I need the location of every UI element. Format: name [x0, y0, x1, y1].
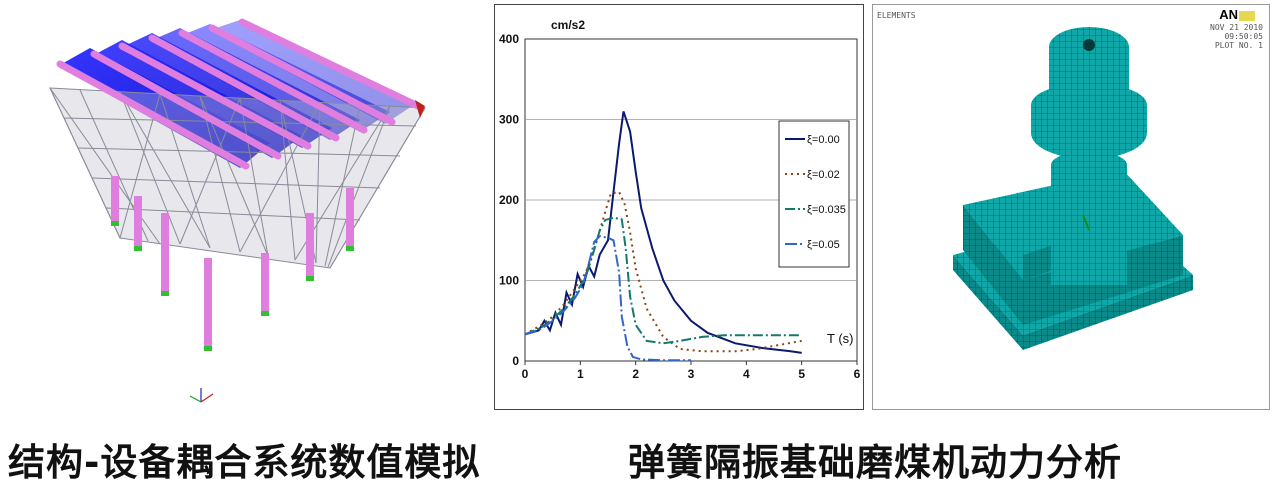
y-tick-label: 300 [499, 113, 519, 127]
red-accent [415, 100, 425, 118]
caption-spring-isolation-analysis: 弹簧隔振基础磨煤机动力分析 [628, 441, 1122, 484]
series-line-0 [524, 111, 802, 354]
y-axis-label: cm/s2 [551, 18, 585, 32]
legend-label-1: ξ=0.02 [807, 169, 840, 181]
series-line-2 [524, 216, 802, 345]
ansys-logo: AN [1219, 7, 1255, 22]
legend-label-3: ξ=0.05 [807, 239, 840, 251]
y-tick-label: 0 [512, 354, 519, 368]
y-tick-label: 400 [499, 32, 519, 46]
legend-label-0: ξ=0.00 [807, 134, 840, 146]
response-spectrum-panel: 0 100 200 300 400 0 1 2 3 4 5 6 cm/s2 T (s) ξ=0.00 ξ… [494, 4, 864, 410]
legend-box [778, 120, 850, 268]
mesh-body [953, 27, 1193, 350]
x-tick-label: 2 [632, 367, 639, 381]
spring-element [1082, 214, 1090, 231]
ansys-mesh-render: ELEMENTS NOV 21 2010 09:50:05 PLOT NO. 1… [872, 4, 1270, 410]
truss-grid [49, 87, 426, 269]
y-tick-label: 100 [499, 274, 519, 288]
x-axis-label: T (s) [827, 331, 853, 346]
caption-structure-equipment-simulation: 结构-设备耦合系统数值模拟 [8, 441, 481, 484]
legend: ξ=0.00 ξ=0.02 ξ=0.035 ξ=0.05 [778, 120, 850, 268]
series-line-3 [524, 235, 691, 362]
frame-model-svg [49, 18, 426, 403]
x-tick-label: 0 [522, 367, 529, 381]
legend-label-2: ξ=0.035 [807, 204, 846, 216]
roof-panels [58, 20, 415, 168]
ansys-plot-label: ELEMENTS [877, 11, 916, 20]
ansys-date: NOV 21 2010 [1210, 23, 1263, 32]
ansys-plot-no: PLOT NO. 1 [1214, 41, 1263, 50]
x-tick-label: 4 [743, 367, 750, 381]
x-tick-label: 6 [854, 367, 861, 381]
supports [111, 221, 354, 351]
ridge-members [56, 18, 422, 170]
x-tick-label: 5 [798, 367, 805, 381]
ansys-time: 09:50:05 [1224, 32, 1263, 41]
x-tick-label: 1 [577, 367, 584, 381]
columns [111, 176, 354, 348]
y-tick-label: 200 [499, 193, 519, 207]
structure-frame-render [20, 8, 445, 408]
series-line-1 [524, 190, 802, 353]
mill-foundation-mesh-svg [953, 27, 1193, 350]
x-tick-label: 3 [688, 367, 695, 381]
axis-triad-icon [189, 388, 214, 403]
